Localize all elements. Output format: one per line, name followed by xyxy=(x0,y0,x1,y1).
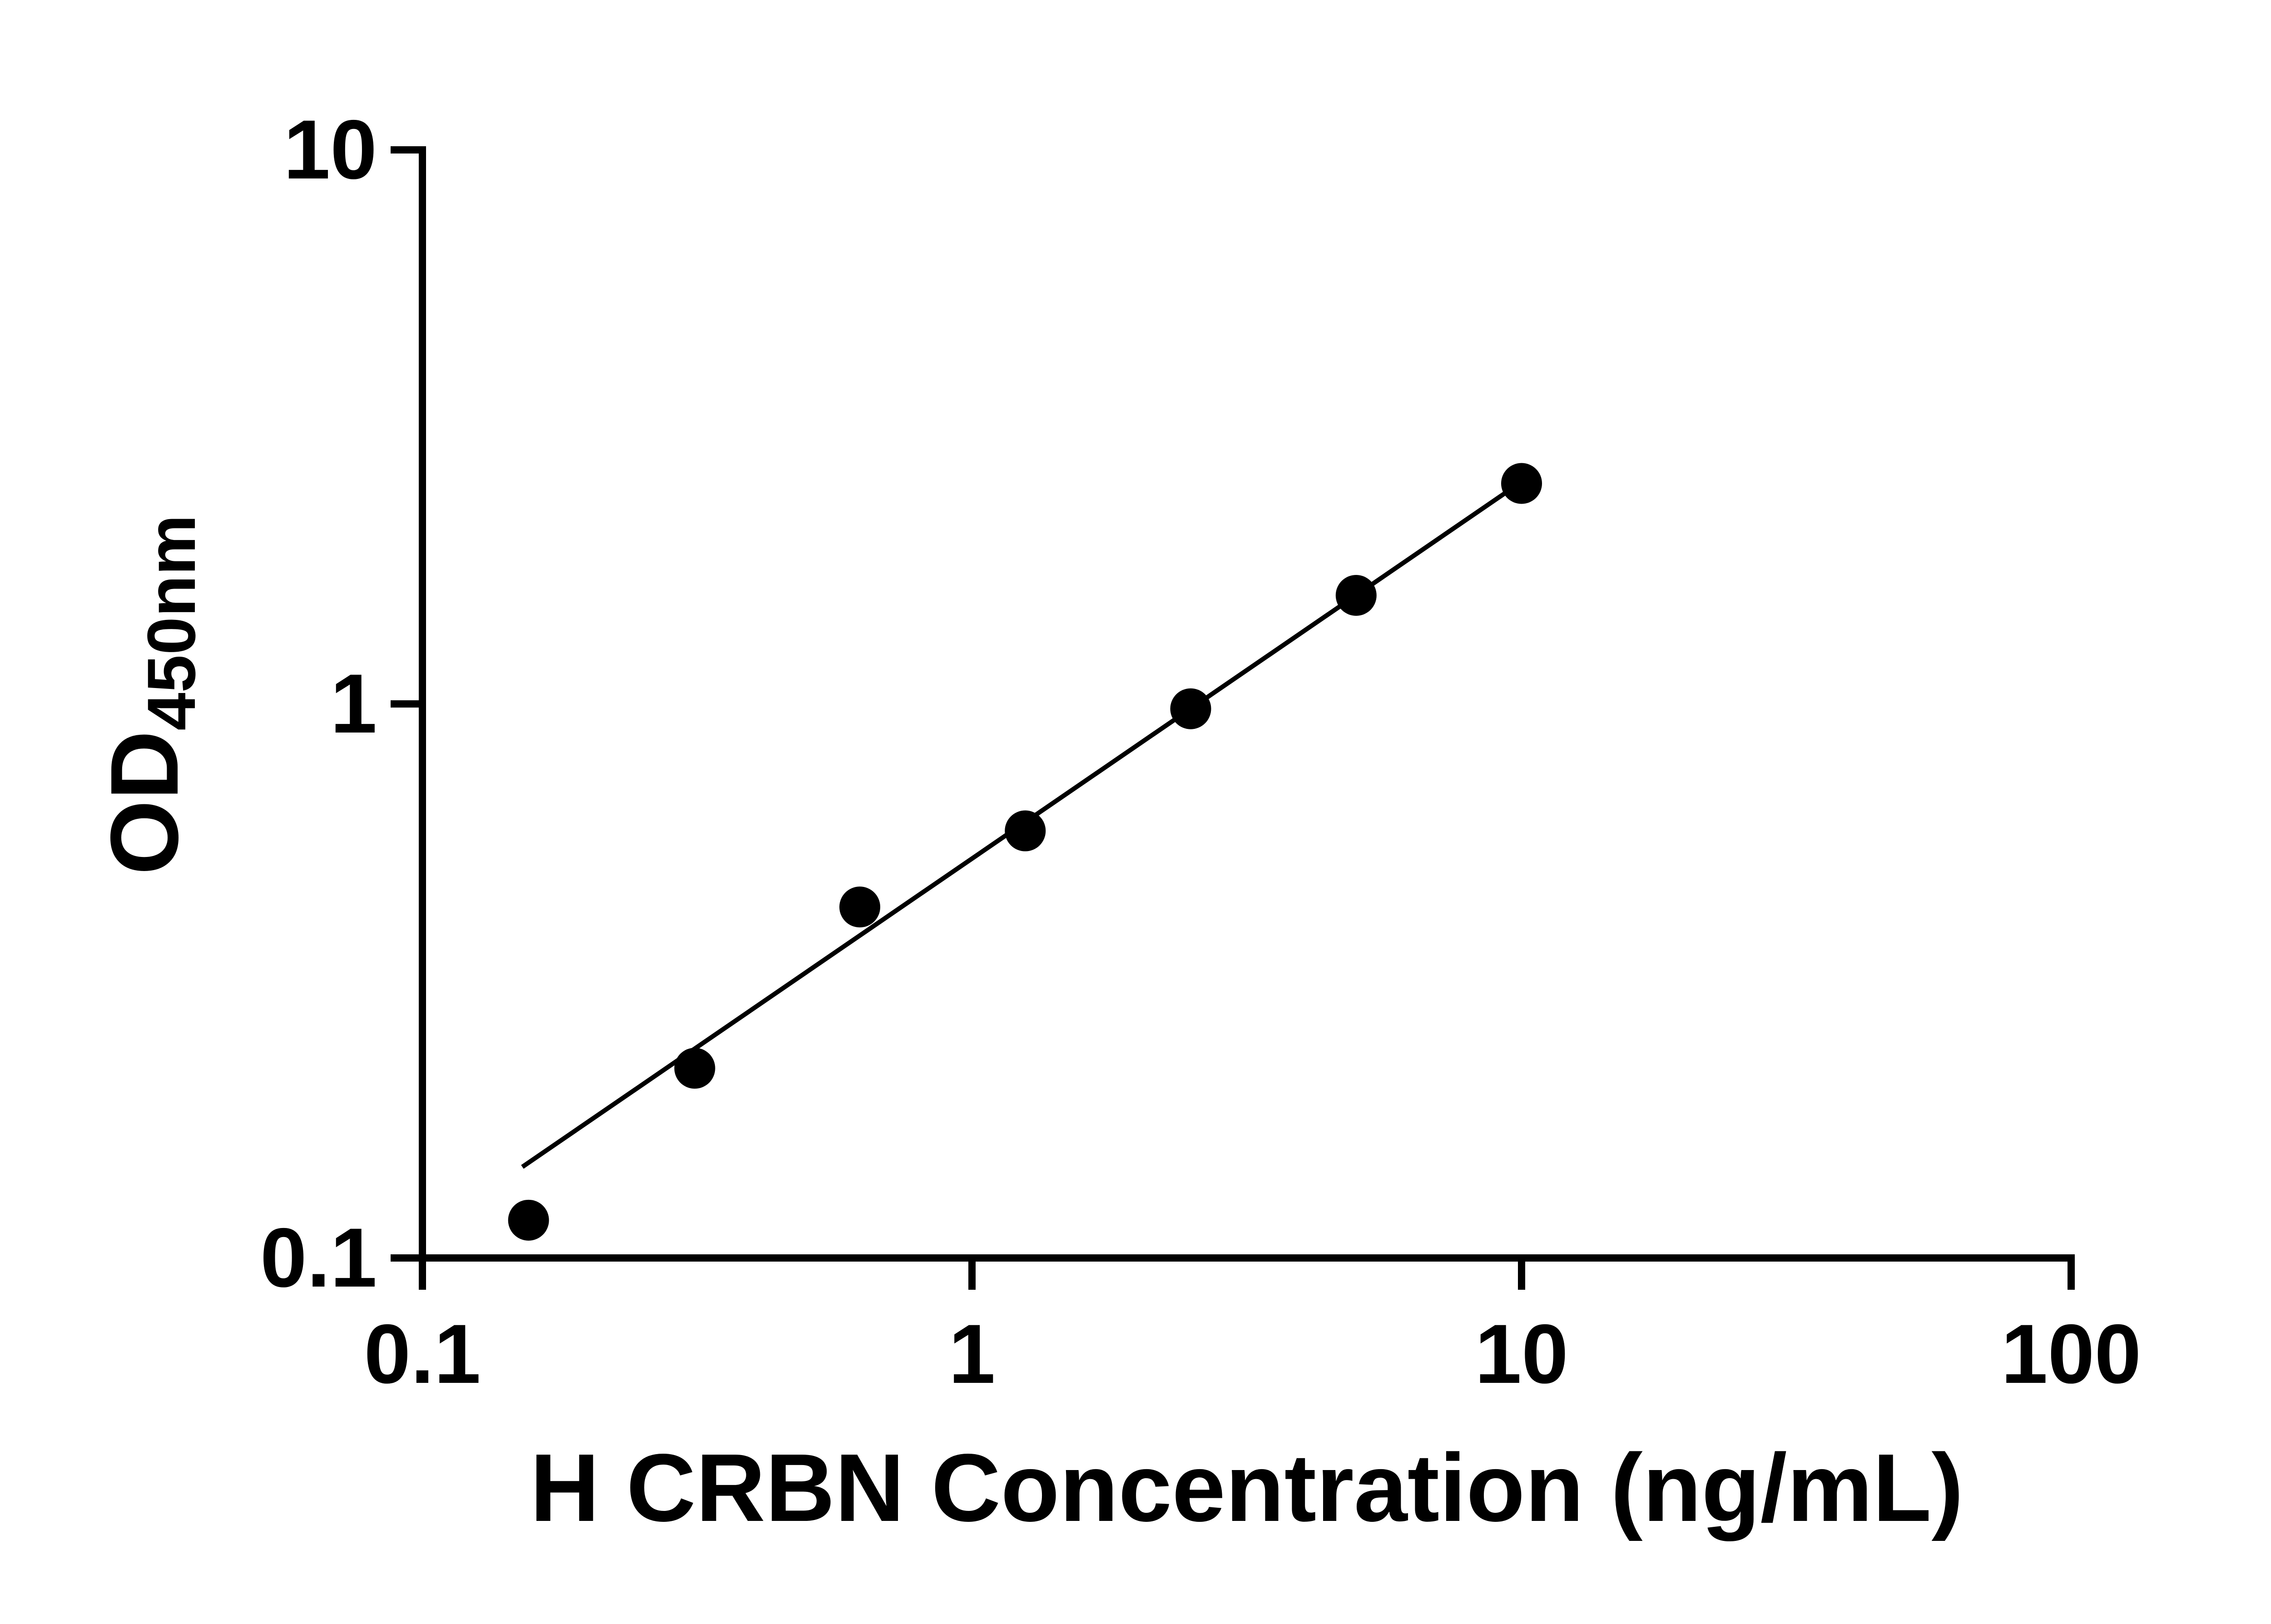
y-tick-label-1: 1 xyxy=(330,657,377,751)
x-tick-label-10: 10 xyxy=(1475,1307,1568,1401)
y-axis-title: OD450nm xyxy=(89,515,211,875)
y-axis-title-subscript: 450nm xyxy=(133,515,209,731)
data-point xyxy=(508,1199,549,1241)
y-tick-label-10: 10 xyxy=(283,103,377,197)
data-point xyxy=(1501,463,1542,504)
data-point xyxy=(674,1048,715,1089)
y-axis-title-main: OD xyxy=(90,730,198,875)
data-point xyxy=(839,886,881,928)
data-point xyxy=(1335,575,1377,616)
data-point xyxy=(1170,688,1211,729)
y-tick-label-0.1: 0.1 xyxy=(260,1211,377,1305)
x-axis-title: H CRBN Concentration (ng/mL) xyxy=(530,1434,1964,1541)
data-point xyxy=(1005,810,1046,852)
x-tick-label-1: 1 xyxy=(948,1307,996,1401)
x-tick-label-0.1: 0.1 xyxy=(364,1307,481,1401)
x-tick-label-100: 100 xyxy=(2001,1307,2142,1401)
